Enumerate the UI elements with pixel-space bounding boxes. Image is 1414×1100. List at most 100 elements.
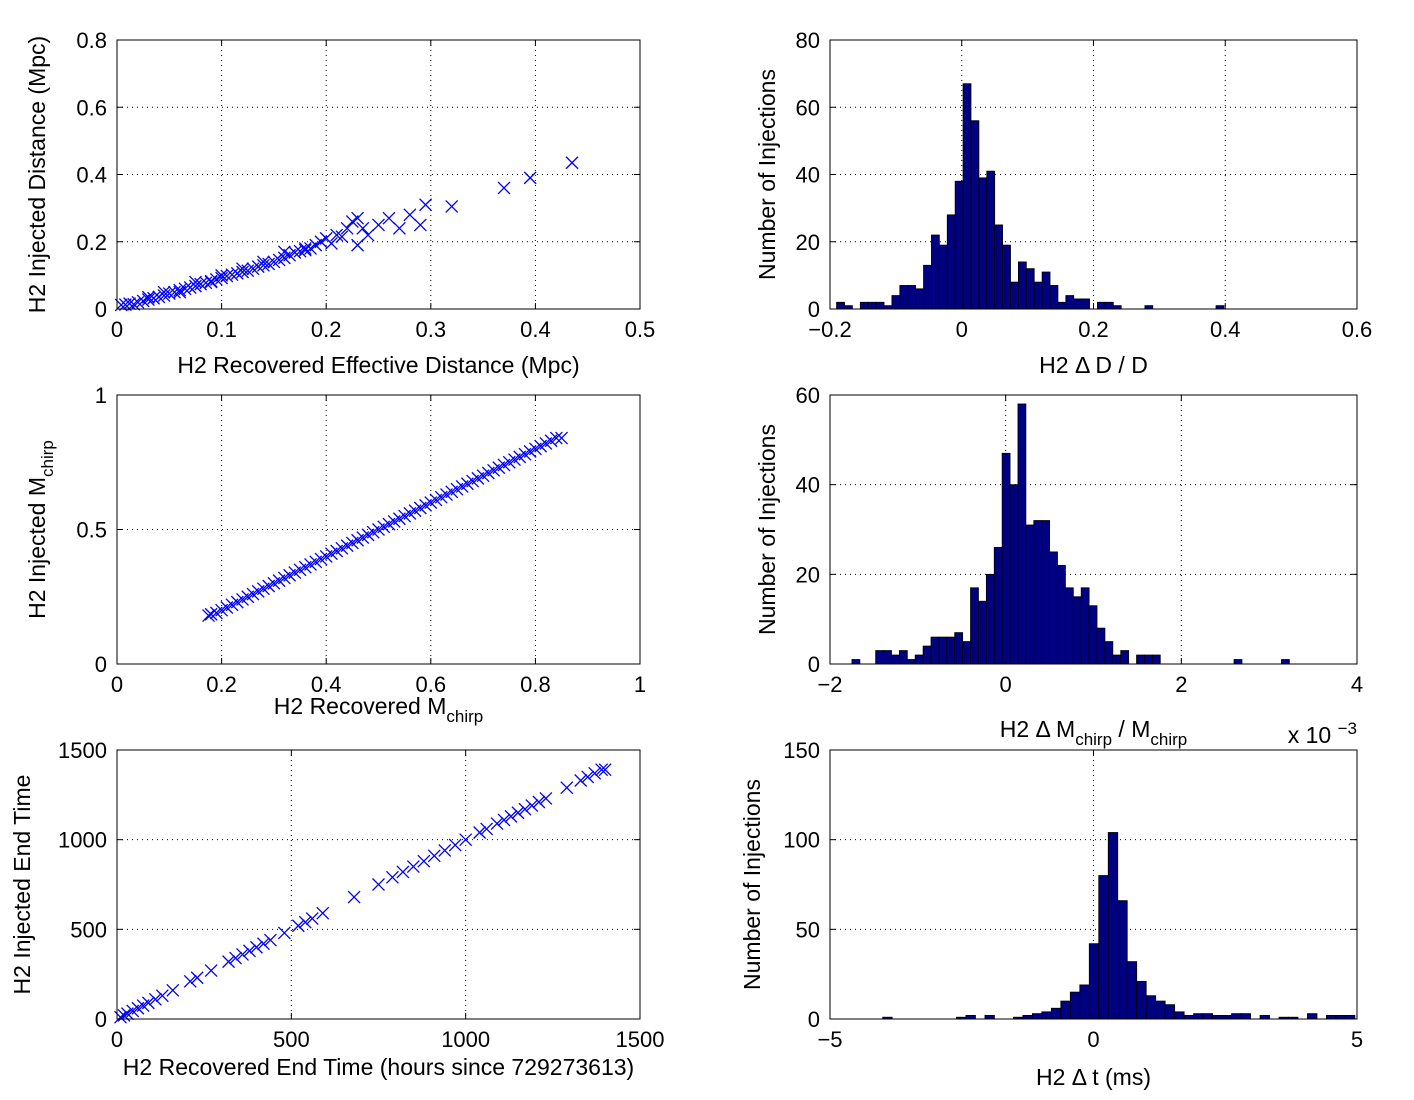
histogram-bar-20 (1025, 524, 1035, 665)
scatter-point-30 (417, 854, 431, 868)
plot-area (117, 40, 640, 309)
scatter-point-52 (403, 208, 417, 222)
histogram-bar-2 (859, 301, 869, 310)
histogram-bar-17 (1001, 452, 1011, 665)
chart-panel-top-left: 0 0.1 0.2 0.3 0.4 0.5 0 0.2 0.4 0.6 0.8 H2 Recovere… (24, 28, 655, 378)
histogram-bar-6 (891, 295, 901, 310)
histogram-bar-23 (1025, 268, 1035, 310)
histogram-bar-13 (946, 214, 956, 310)
scatter-point-13 (222, 955, 236, 969)
histogram-bar-31 (1112, 654, 1122, 665)
histogram-bar-5 (883, 305, 893, 310)
histogram-bar-22 (1183, 1015, 1195, 1020)
y-tick-label: 60 (796, 383, 820, 408)
x-tick-label: 5 (1351, 1027, 1363, 1052)
scatter-point-24 (236, 265, 249, 279)
scatter-point-15 (236, 947, 249, 961)
scatter-point-50 (382, 211, 396, 225)
histogram-bar-26 (1072, 596, 1082, 665)
histogram-bar-2 (965, 1015, 976, 1020)
histogram-bar-5 (1022, 1015, 1033, 1020)
scatter-point-26 (372, 878, 385, 891)
histogram-bar-21 (1033, 520, 1043, 665)
scatter-point-45 (560, 781, 574, 795)
histogram-bar-27 (1231, 1013, 1242, 1020)
histogram-bar-37 (1281, 659, 1290, 665)
x-tick-label: 0 (111, 317, 123, 342)
scatter-point-43 (532, 795, 546, 809)
histogram-bar-21 (1174, 1011, 1185, 1020)
y-tick-label: 80 (796, 28, 820, 53)
histogram-bar-33 (1136, 654, 1145, 665)
scatter-point-48 (588, 766, 602, 780)
y-tick-label: 60 (796, 95, 820, 120)
histogram-bar-23 (1049, 551, 1058, 665)
histogram-bar-16 (993, 547, 1003, 665)
histogram-bar-18 (1009, 484, 1019, 665)
histogram-bar-29 (1073, 298, 1083, 310)
scatter-point-27 (385, 870, 399, 884)
histogram-bar-28 (1065, 295, 1075, 310)
histogram-bar-3 (984, 1015, 995, 1020)
scatter-point-34 (288, 246, 302, 259)
scatter-point-11 (190, 971, 204, 985)
scatter-point-24 (316, 906, 330, 920)
scatter-point-6 (141, 293, 155, 307)
x-tick-label: 0.6 (416, 672, 447, 697)
scatter-point-59 (141, 290, 155, 304)
histogram-bar-9 (938, 636, 948, 665)
scatter-point-68 (555, 431, 569, 445)
scatter-point-34 (459, 833, 473, 847)
histogram-bar-24 (1202, 1013, 1214, 1020)
histogram-bar-21 (1010, 281, 1019, 310)
histogram-bar-9 (1060, 1000, 1071, 1020)
x-tick-label: 2 (1175, 672, 1187, 697)
histogram-bar-35 (1215, 305, 1225, 310)
scatter-point-42 (525, 799, 539, 813)
scatter-point-65 (236, 262, 249, 276)
histogram-bar-34 (1335, 1015, 1346, 1020)
scatter-point-4 (131, 295, 145, 309)
scatter-point-23 (305, 912, 319, 926)
histogram-bar-20 (1164, 1004, 1176, 1020)
scatter-point-10 (183, 974, 197, 988)
scatter-point-69 (351, 238, 365, 252)
scatter-point-51 (392, 221, 406, 235)
scatter-point-46 (574, 774, 588, 787)
histogram-bar-14 (1107, 832, 1119, 1020)
histogram-bar-7 (1041, 1011, 1052, 1020)
histogram-bar-26 (1049, 285, 1059, 310)
histogram-bar-13 (1098, 875, 1109, 1020)
scatter-point-36 (480, 822, 494, 836)
histogram-bar-36 (1233, 659, 1243, 665)
y-tick-label: 0 (95, 652, 107, 677)
histogram-bar-19 (994, 224, 1003, 310)
histogram-bar-11 (931, 234, 940, 310)
x-tick-label: 4 (1351, 672, 1363, 697)
histogram-bar-10 (1069, 991, 1081, 1020)
histogram-bar-31 (1097, 301, 1106, 310)
scatter-point-18 (256, 937, 270, 951)
histogram-bar-4 (875, 301, 885, 310)
y-axis-label: Number of Injections (754, 69, 780, 280)
chart-panel-middle-left: 0 0.2 0.4 0.6 0.8 1 0 0.5 1 H2 Recovered Mchirp H2… (24, 383, 646, 726)
scatter-point-22 (225, 268, 239, 282)
scatter-series (114, 156, 579, 312)
x-axis-label: H2 Recovered Mchirp (274, 693, 483, 726)
scatter-point-47 (581, 770, 595, 784)
scatter-point-56 (497, 181, 511, 195)
scatter-point-33 (448, 838, 462, 852)
histogram-bar-12 (1088, 943, 1100, 1020)
histogram-bar-27 (1057, 301, 1067, 310)
histogram-bar-24 (1057, 564, 1066, 665)
histogram-bar-27 (1080, 587, 1090, 665)
x-tick-label: 500 (273, 1027, 310, 1052)
scatter-point-3 (127, 297, 141, 311)
scatter-point-48 (361, 228, 375, 242)
histogram-bar-20 (1002, 244, 1011, 310)
